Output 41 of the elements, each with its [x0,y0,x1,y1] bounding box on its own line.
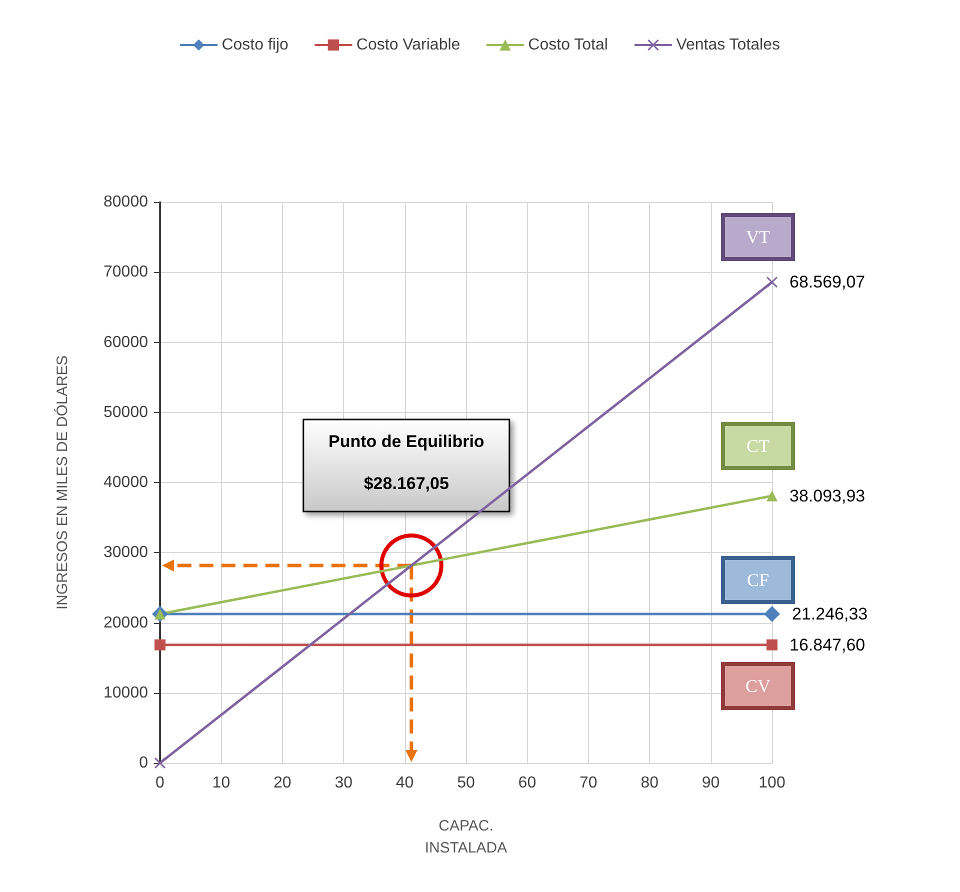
data-label: 21.246,33 [792,604,868,624]
annotation: CT [746,436,770,456]
data-label: 38.093,93 [790,486,866,506]
data-label: 68.569,07 [790,272,866,292]
x-tick-label: 100 [758,774,786,792]
x-tick-label: 70 [580,774,598,792]
point [764,606,780,622]
x-tick-label: 0 [156,774,165,792]
y-tick-label: 50000 [104,404,148,421]
x-axis-title: CAPAC. INSTALADA [424,818,508,856]
x-tick-label: 30 [334,774,353,792]
point [154,758,166,768]
annotation: CF [746,570,770,590]
legend-label: Ventas Totales [676,36,780,54]
annotation: Punto de Equilibrio [328,432,484,451]
y-tick-label: 20000 [104,614,148,632]
x-tick-label: 10 [212,774,230,792]
y-tick-label: 40000 [104,474,148,491]
legend-label: Costo Total [528,36,608,54]
annotation: VT [746,227,770,247]
y-tick-label: 70000 [104,264,148,281]
x-tick-label: 40 [396,774,414,792]
y-tick-label: 60000 [104,334,148,351]
point [766,639,778,650]
y-tick-label: 0 [139,754,148,772]
legend-label: Costo Variable [356,36,460,54]
x-tick-label: 80 [640,774,659,792]
legend-label: Costo fijo [222,36,289,54]
point [154,639,166,650]
y-tick-label: 80000 [104,194,148,210]
y-tick-label: 30000 [104,544,148,562]
annotation: CV [745,676,771,696]
x-tick-label: 90 [702,774,720,792]
x-tick-label: 60 [518,774,536,792]
annotation: $28.167,05 [364,474,449,493]
x-tick-label: 20 [274,774,292,792]
point [766,276,778,288]
y-tick-label: 10000 [104,684,148,702]
x-tick-label: 50 [457,774,475,792]
y-axis-title: INGRESOS EN MILES DE DÓLARES [53,355,71,610]
data-label: 16.847,60 [790,635,866,654]
